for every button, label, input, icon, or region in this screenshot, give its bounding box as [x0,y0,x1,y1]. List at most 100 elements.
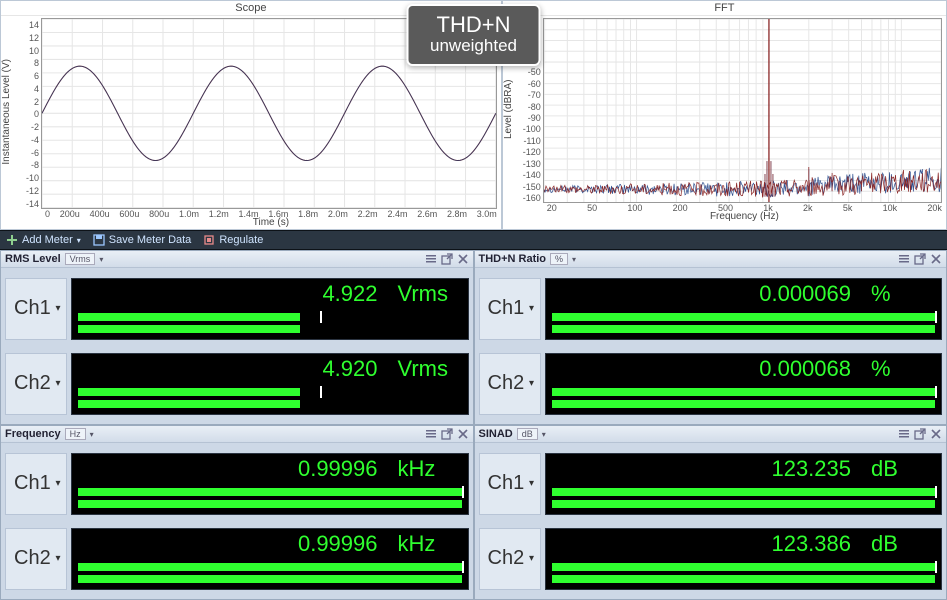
channel-label[interactable]: Ch1▾ [5,453,67,515]
meter-body: Ch1▾0.99996kHzCh2▾0.99996kHz [1,443,473,599]
channel-label[interactable]: Ch2▾ [5,528,67,590]
list-icon[interactable] [425,428,437,440]
channel-label[interactable]: Ch1▾ [5,278,67,340]
save-meter-data-button[interactable]: Save Meter Data [93,234,192,246]
close-icon[interactable] [930,428,942,440]
close-icon[interactable] [457,253,469,265]
popout-icon[interactable] [914,428,926,440]
channel-label[interactable]: Ch1▾ [479,278,541,340]
popout-icon[interactable] [914,253,926,265]
channel-label[interactable]: Ch2▾ [479,528,541,590]
popout-icon[interactable] [441,428,453,440]
reading-value: 123.235 [741,456,851,482]
value-readout: 4.922 Vrms [72,279,468,309]
channel-caret-icon[interactable]: ▾ [52,303,64,314]
bar-graph [546,559,942,589]
meter-unit-selector[interactable]: Hz [65,428,86,440]
value-readout: 0.99996kHz [72,454,468,484]
list-icon[interactable] [898,428,910,440]
meter-header: THD+N Ratio% ▾ [475,251,947,268]
reading-value: 123.386 [741,531,851,557]
meter-unit-selector[interactable]: dB [517,428,538,440]
meter-row: Ch2▾ 123.386 dB [479,528,943,590]
meter-unit-selector[interactable]: Vrms [65,253,96,265]
reading-value: 4.922 [268,281,378,307]
meter-header: SINAD dB ▾ [475,426,947,443]
dropdown-caret-icon[interactable]: ▾ [99,255,103,264]
reading-unit: Vrms [398,356,462,382]
fft-plot[interactable] [543,18,942,203]
meter-row: Ch1▾0.99996kHz [5,453,469,515]
meter-title: THD+N Ratio [479,253,547,265]
meter-title: Frequency [5,428,61,440]
popout-icon[interactable] [441,253,453,265]
bar-display: 123.235 dB [545,453,943,515]
value-readout: 4.920 Vrms [72,354,468,384]
meter-row: Ch1▾ 4.922 Vrms [5,278,469,340]
add-meter-button[interactable]: Add Meter ▾ [6,234,81,246]
meter-title: SINAD [479,428,513,440]
reading-unit: % [871,356,935,382]
reading-unit: kHz [398,456,462,482]
bar-graph [546,309,942,339]
reading-value: 4.920 [268,356,378,382]
dropdown-caret-icon: ▾ [77,236,81,245]
bar-display: 0.99996kHz [71,453,469,515]
channel-caret-icon[interactable]: ▾ [526,303,538,314]
value-readout: 0.000069% [546,279,942,309]
bar-graph [72,484,468,514]
meter-panel-thd-n-ratio: THD+N Ratio%▾Ch1▾0.000069%Ch2▾0.000068% [474,250,947,425]
overlay-badge: THD+N unweighted [406,4,541,66]
channel-label[interactable]: Ch2▾ [5,353,67,415]
bar-display: 123.386 dB [545,528,943,590]
bar-graph [72,309,468,339]
channel-caret-icon[interactable]: ▾ [52,553,64,564]
add-meter-label: Add Meter [22,234,73,246]
dropdown-caret-icon[interactable]: ▾ [542,430,546,439]
dropdown-caret-icon[interactable]: ▾ [572,255,576,264]
dropdown-caret-icon[interactable]: ▾ [90,430,94,439]
bar-display: 0.99996kHz [71,528,469,590]
bar-display: 0.000068% [545,353,943,415]
channel-name: Ch2 [488,547,525,570]
channel-label[interactable]: Ch2▾ [479,353,541,415]
reading-unit: dB [871,531,935,557]
meter-body: Ch1▾123.235dBCh2▾123.386dB [475,443,947,599]
channel-caret-icon[interactable]: ▾ [52,378,64,389]
reading-unit: Vrms [398,281,462,307]
fft-title: FFT [503,1,946,16]
reading-value: 0.000068 [741,356,851,382]
meter-unit-selector[interactable]: % [550,253,568,265]
channel-caret-icon[interactable]: ▾ [526,478,538,489]
fft-panel: FFT Level (dBRA) -10-20-30-40-50-60-70-8… [502,0,947,230]
reading-unit: dB [871,456,935,482]
plus-icon [6,234,18,246]
meter-toolbar: Add Meter ▾ Save Meter Data Regulate [0,230,947,250]
meter-row: Ch2▾ 4.920 Vrms [5,353,469,415]
meter-header: Frequency Hz ▾ [1,426,473,443]
list-icon[interactable] [425,253,437,265]
bar-display: 0.000069% [545,278,943,340]
list-icon[interactable] [898,253,910,265]
reading-value: 0.000069 [741,281,851,307]
meter-header: RMS LevelVrms▾ [1,251,473,268]
regulate-button[interactable]: Regulate [203,234,263,246]
save-meter-data-label: Save Meter Data [109,234,192,246]
meter-row: Ch2▾0.000068% [479,353,943,415]
channel-caret-icon[interactable]: ▾ [526,378,538,389]
regulate-label: Regulate [219,234,263,246]
fft-x-axis: 20501002005001k2k5k10k20k Frequency (Hz) [503,203,946,229]
bar-graph [546,484,942,514]
meter-row: Ch1▾0.000069% [479,278,943,340]
channel-label[interactable]: Ch1▾ [479,453,541,515]
overlay-subtitle: unweighted [430,36,517,56]
channel-caret-icon[interactable]: ▾ [52,478,64,489]
overlay-title: THD+N [430,12,517,38]
save-icon [93,234,105,246]
channel-name: Ch1 [488,297,525,320]
close-icon[interactable] [457,428,469,440]
channel-name: Ch2 [14,547,51,570]
channel-caret-icon[interactable]: ▾ [526,553,538,564]
close-icon[interactable] [930,253,942,265]
channel-name: Ch2 [14,372,51,395]
